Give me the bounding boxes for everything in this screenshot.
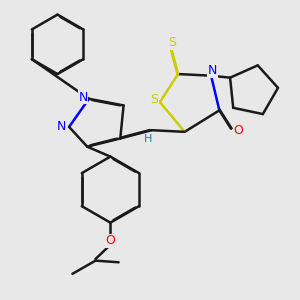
Text: S: S (150, 93, 158, 106)
Text: N: N (208, 64, 218, 77)
Text: N: N (57, 120, 67, 134)
Text: O: O (105, 234, 115, 247)
Text: H: H (144, 134, 152, 144)
Text: S: S (168, 36, 176, 49)
Text: O: O (233, 124, 243, 137)
Text: N: N (78, 91, 88, 104)
